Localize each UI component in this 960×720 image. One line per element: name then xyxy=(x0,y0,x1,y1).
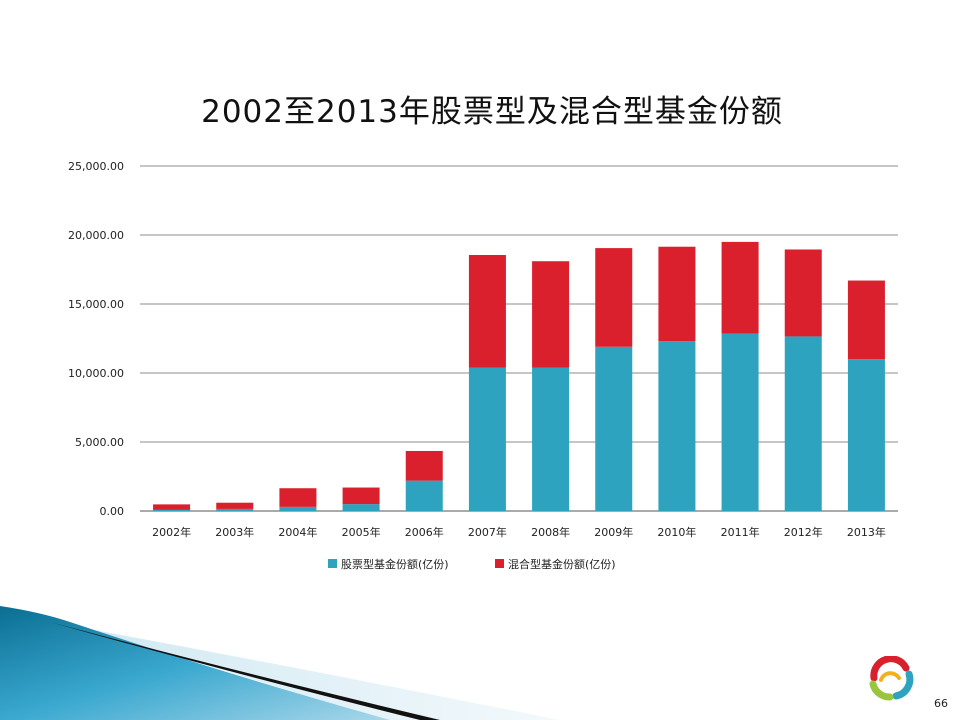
x-tick-label: 2011年 xyxy=(721,525,760,539)
x-tick-label: 2002年 xyxy=(152,525,191,539)
legend-swatch xyxy=(328,559,337,568)
bar-mixed-2 xyxy=(279,488,317,507)
x-tick-label: 2012年 xyxy=(784,525,823,539)
y-tick-label: 10,000.00 xyxy=(68,367,124,380)
bar-mixed-10 xyxy=(784,249,822,337)
bar-mixed-1 xyxy=(216,502,254,509)
y-tick-label: 0.00 xyxy=(100,505,125,518)
bar-stock-6 xyxy=(532,367,570,511)
x-tick-label: 2005年 xyxy=(342,525,381,539)
swoosh-pale-band xyxy=(50,622,560,720)
bar-mixed-5 xyxy=(468,255,506,368)
y-tick-label: 20,000.00 xyxy=(68,229,124,242)
y-axis-ticks: 0.00 5,000.00 10,000.00 15,000.00 20,000.00 2… xyxy=(68,160,124,518)
x-tick-label: 2003年 xyxy=(215,525,254,539)
x-tick-label: 2004年 xyxy=(278,525,317,539)
bar-stock-1 xyxy=(216,508,254,511)
gridlines xyxy=(140,165,898,512)
x-tick-label: 2006年 xyxy=(405,525,444,539)
x-tick-label: 2008年 xyxy=(531,525,570,539)
bar-mixed-3 xyxy=(342,487,380,505)
bar-stock-2 xyxy=(279,506,317,511)
x-tick-label: 2009年 xyxy=(594,525,633,539)
y-tick-label: 15,000.00 xyxy=(68,298,124,311)
bar-stock-4 xyxy=(405,480,443,511)
legend: 股票型基金份额(亿份) 混合型基金份额(亿份) xyxy=(328,557,616,571)
bar-mixed-0 xyxy=(153,504,191,510)
x-axis-ticks: 2002年 2003年 2004年 2005年 2006年 2007年 2008年 2009年… xyxy=(152,525,886,539)
y-tick-label: 25,000.00 xyxy=(68,160,124,173)
y-tick-label: 5,000.00 xyxy=(75,436,124,449)
bar-stock-7 xyxy=(595,346,633,511)
legend-label: 股票型基金份额(亿份) xyxy=(341,557,449,571)
bar-mixed-11 xyxy=(847,280,885,360)
x-tick-label: 2013年 xyxy=(847,525,886,539)
bar-stock-0 xyxy=(153,509,191,511)
bar-stock-11 xyxy=(847,359,885,511)
bar-stock-9 xyxy=(721,333,759,511)
bars xyxy=(153,241,885,511)
chart-title: 2002至2013年股票型及混合型基金份额 xyxy=(201,94,783,130)
bar-stock-3 xyxy=(342,504,380,511)
bar-stock-10 xyxy=(784,336,822,511)
page-number: 66 xyxy=(934,697,948,710)
bar-mixed-9 xyxy=(721,241,759,334)
swoosh-blue-band xyxy=(0,606,390,720)
bar-mixed-4 xyxy=(405,450,443,481)
stacked-bar-chart: 0.00 5,000.00 10,000.00 15,000.00 20,000.00 2… xyxy=(68,160,898,571)
legend-label: 混合型基金份额(亿份) xyxy=(508,557,616,571)
ring-logo-icon xyxy=(869,656,914,701)
x-tick-label: 2007年 xyxy=(468,525,507,539)
bar-mixed-6 xyxy=(532,261,570,368)
bar-mixed-8 xyxy=(658,246,696,342)
bar-stock-8 xyxy=(658,341,696,511)
x-tick-label: 2010年 xyxy=(657,525,696,539)
legend-swatch xyxy=(495,559,504,568)
bar-stock-5 xyxy=(468,367,506,511)
bar-mixed-7 xyxy=(595,248,633,347)
